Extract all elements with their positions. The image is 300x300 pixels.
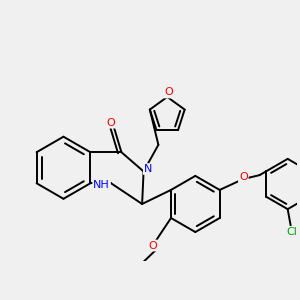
- Text: NH: NH: [93, 180, 110, 190]
- Text: O: O: [148, 241, 157, 250]
- Text: O: O: [164, 88, 173, 98]
- Text: Cl: Cl: [287, 227, 298, 237]
- Text: O: O: [239, 172, 248, 182]
- Text: N: N: [144, 164, 152, 174]
- Text: O: O: [106, 118, 115, 128]
